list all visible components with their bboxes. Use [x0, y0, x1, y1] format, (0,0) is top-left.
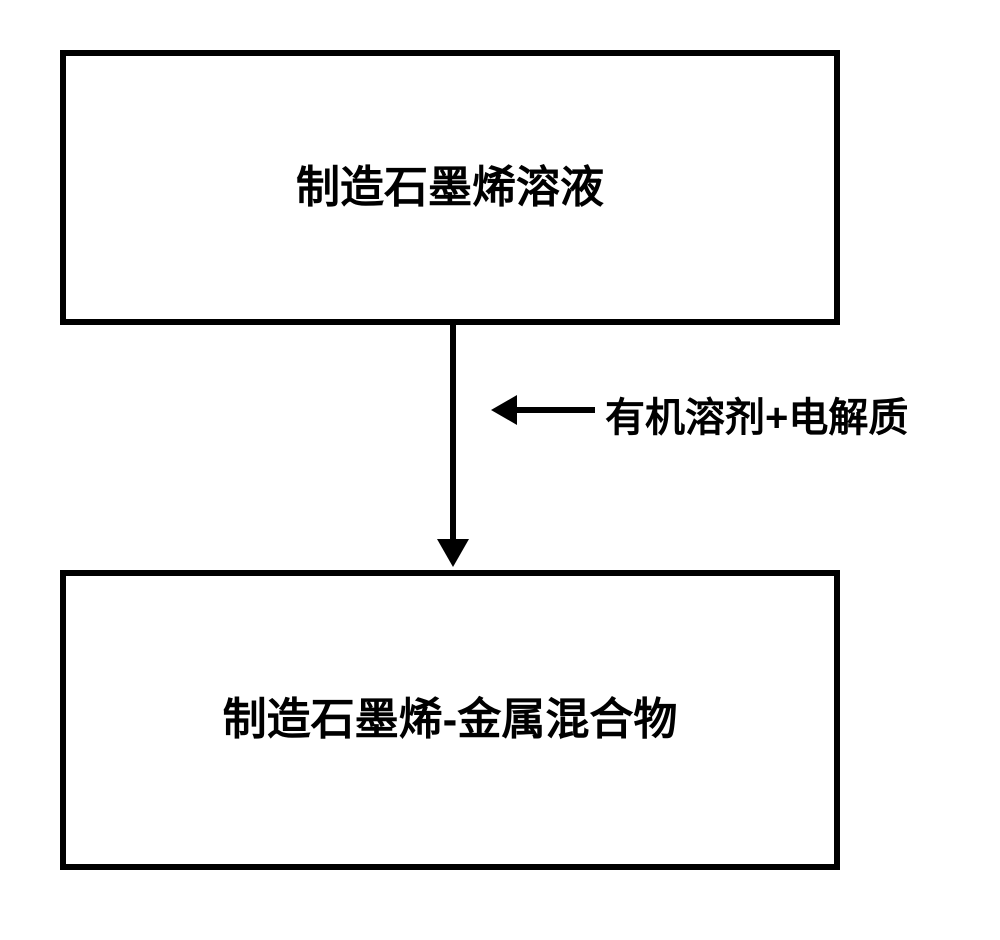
flowchart-node-1: 制造石墨烯溶液 [60, 50, 840, 325]
arrow-left [515, 407, 595, 413]
flowchart-node-2: 制造石墨烯-金属混合物 [60, 570, 840, 870]
side-input-label: 有机溶剂+电解质 [605, 385, 908, 443]
arrow-down [450, 325, 456, 545]
node-2-label: 制造石墨烯-金属混合物 [223, 691, 678, 748]
node-1-label: 制造石墨烯溶液 [296, 159, 604, 216]
